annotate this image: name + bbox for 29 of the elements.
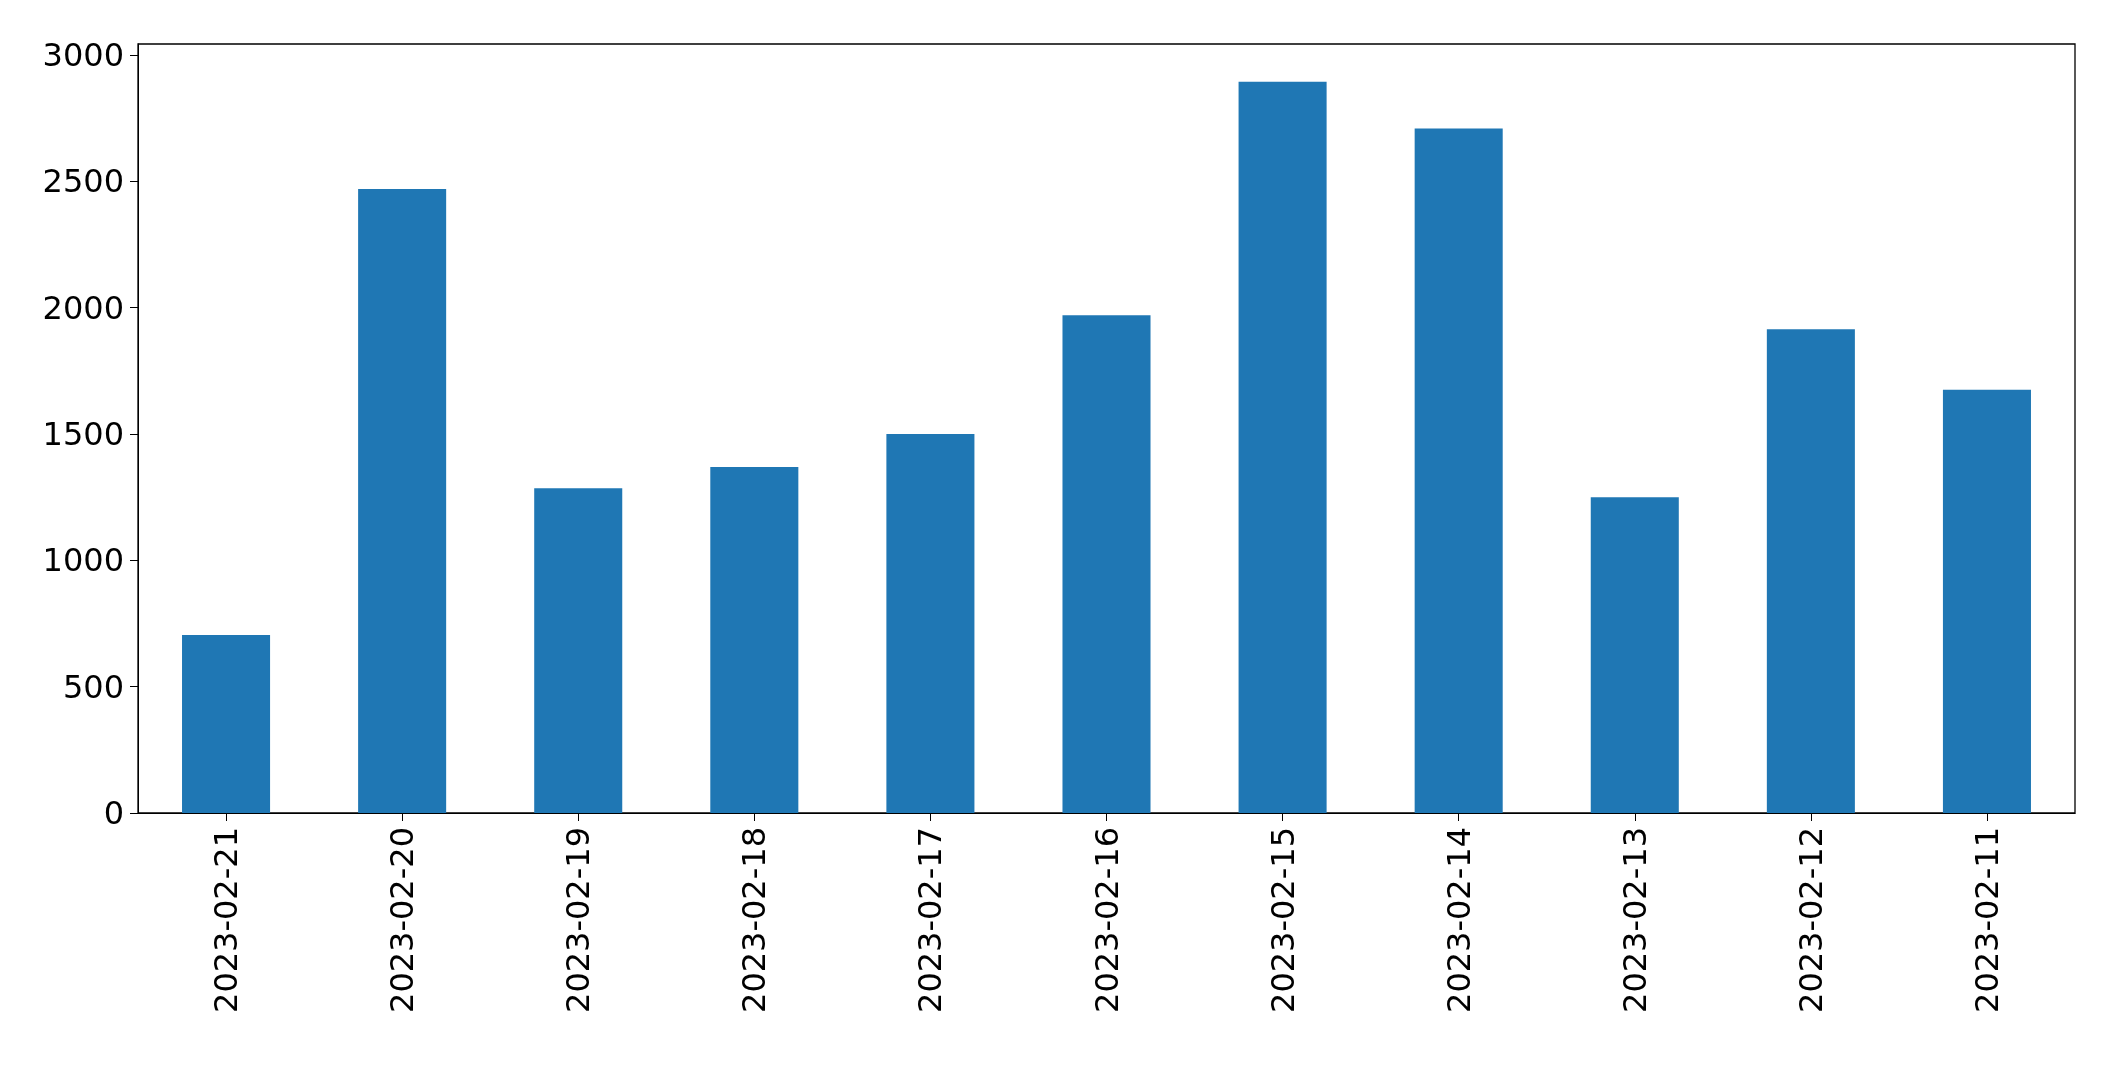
x-tick-label: 2023-02-15 [1263,827,1302,1013]
y-tick-label: 1000 [42,541,124,580]
x-tick-label: 2023-02-11 [1967,827,2006,1013]
y-tick-label: 2000 [42,288,124,327]
y-tick-label: 2500 [42,162,124,201]
y-tick-label: 500 [62,667,124,706]
y-tick-label: 0 [103,794,124,832]
bar [182,634,271,813]
x-tick-label: 2023-02-18 [735,827,774,1013]
bar [1238,81,1327,813]
x-tick-label: 2023-02-12 [1791,827,1830,1013]
bar [886,434,975,813]
y-tick-label: 3000 [42,36,124,75]
bar [1766,329,1855,813]
bar [1062,315,1151,813]
y-tick-label: 1500 [42,415,124,454]
bar [1590,497,1679,813]
x-tick-label: 2023-02-14 [1439,827,1478,1013]
bar [1942,389,2031,813]
x-tick-label: 2023-02-16 [1087,827,1126,1013]
bar [1414,128,1503,813]
x-tick-label: 2023-02-21 [207,827,246,1013]
bar [358,189,447,813]
bar [534,488,623,813]
x-tick-label: 2023-02-19 [559,827,598,1013]
x-tick-label: 2023-02-13 [1615,827,1654,1013]
bar [710,466,799,813]
x-tick-label: 2023-02-20 [383,827,422,1013]
x-tick-label: 2023-02-17 [911,827,950,1013]
